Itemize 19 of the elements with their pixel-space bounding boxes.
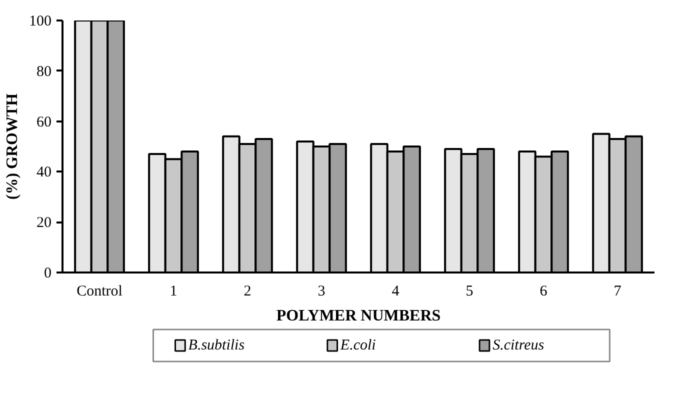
y-tick-label: 80: [36, 64, 52, 80]
legend-label: B.subtilis: [188, 338, 245, 354]
y-tick-label: 60: [36, 114, 52, 130]
y-tick-label: 40: [36, 164, 52, 181]
x-tick-label: 3: [318, 284, 326, 300]
x-tick-label: 6: [540, 284, 548, 300]
x-tick-label: 7: [614, 284, 622, 300]
x-tick-label: 4: [392, 284, 400, 300]
x-tick-label: 5: [466, 284, 474, 300]
x-tick-label: 1: [170, 284, 178, 300]
y-tick-label: 20: [36, 215, 52, 232]
x-tick-label: Control: [76, 284, 122, 300]
y-tick-label: 100: [29, 14, 52, 30]
legend-label: S.citreus: [492, 338, 544, 354]
x-tick-label: 2: [244, 284, 252, 300]
y-tick-label: 0: [44, 266, 52, 282]
x-axis-title: POLYMER NUMBERS: [276, 308, 441, 324]
legend-label: E.coli: [339, 338, 376, 354]
y-axis-title: (%) GROWTH: [4, 92, 21, 200]
